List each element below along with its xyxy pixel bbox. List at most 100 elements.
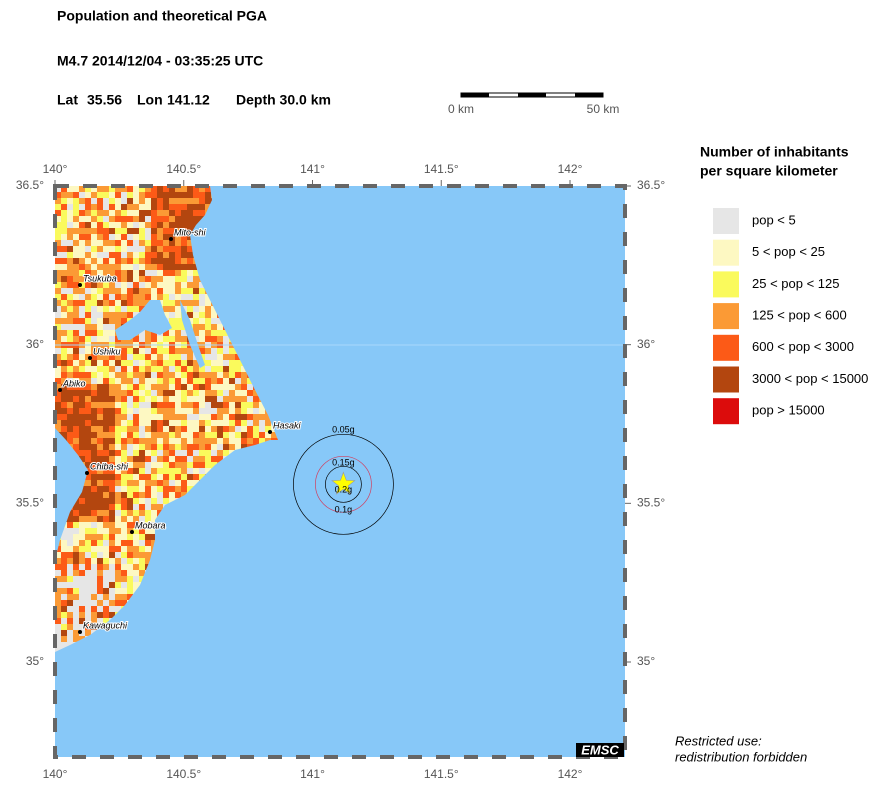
pop-cell: [91, 486, 97, 492]
pop-cell: [85, 324, 91, 330]
lat-tick-label: 35.5°: [637, 496, 665, 510]
pop-cell: [115, 552, 121, 558]
pop-cell: [109, 252, 115, 258]
pop-cell: [205, 402, 211, 408]
pop-cell: [115, 384, 121, 390]
pop-cell: [73, 618, 79, 624]
pop-cell: [103, 582, 109, 588]
pop-cell: [121, 528, 127, 534]
pop-cell: [67, 282, 73, 288]
pop-cell: [127, 276, 133, 282]
pop-cell: [61, 204, 67, 210]
pop-cell: [205, 462, 211, 468]
pop-cell: [103, 426, 109, 432]
pop-cell: [127, 204, 133, 210]
pop-cell: [133, 204, 139, 210]
pop-cell: [211, 336, 217, 342]
pop-cell: [103, 372, 109, 378]
pop-cell: [265, 414, 271, 420]
pop-cell: [133, 234, 139, 240]
pop-cell: [103, 228, 109, 234]
pop-cell: [175, 210, 181, 216]
pop-cell: [193, 366, 199, 372]
pop-cell: [181, 414, 187, 420]
city-label: Kawaguchi: [83, 620, 128, 630]
pop-cell: [115, 216, 121, 222]
pop-cell: [61, 210, 67, 216]
pop-cell: [241, 396, 247, 402]
pop-cell: [91, 258, 97, 264]
pop-cell: [79, 402, 85, 408]
pop-cell: [133, 276, 139, 282]
pop-cell: [157, 246, 163, 252]
pop-cell: [223, 354, 229, 360]
pop-cell: [127, 378, 133, 384]
legend-swatch: [713, 334, 739, 361]
pop-cell: [61, 348, 67, 354]
pop-cell: [187, 360, 193, 366]
pop-cell: [91, 546, 97, 552]
pop-cell: [91, 222, 97, 228]
pop-cell: [145, 486, 151, 492]
pop-cell: [103, 552, 109, 558]
pop-cell: [139, 546, 145, 552]
pop-cell: [139, 264, 145, 270]
legend-label: pop < 5: [752, 212, 796, 227]
pop-cell: [85, 252, 91, 258]
pop-cell: [133, 228, 139, 234]
pop-cell: [67, 558, 73, 564]
pop-cell: [157, 402, 163, 408]
pop-cell: [169, 378, 175, 384]
pop-cell: [169, 228, 175, 234]
pop-cell: [187, 414, 193, 420]
pop-cell: [73, 582, 79, 588]
pop-cell: [265, 420, 271, 426]
pop-cell: [163, 420, 169, 426]
pop-cell: [79, 576, 85, 582]
pop-cell: [235, 402, 241, 408]
pop-cell: [127, 348, 133, 354]
pop-cell: [97, 408, 103, 414]
pop-cell: [205, 354, 211, 360]
pop-cell: [127, 228, 133, 234]
pop-cell: [241, 414, 247, 420]
pop-cell: [67, 258, 73, 264]
pop-cell: [109, 498, 115, 504]
lon-tick-label: 142°: [558, 767, 583, 781]
pop-cell: [127, 360, 133, 366]
pop-cell: [61, 642, 67, 648]
pop-cell: [253, 420, 259, 426]
lon-tick-label: 140.5°: [166, 767, 201, 781]
pop-cell: [73, 324, 79, 330]
pop-cell: [127, 588, 133, 594]
pop-cell: [223, 402, 229, 408]
pop-cell: [115, 468, 121, 474]
pop-cell: [109, 240, 115, 246]
pop-cell: [169, 432, 175, 438]
pop-cell: [169, 462, 175, 468]
pop-cell: [133, 348, 139, 354]
pop-cell: [151, 480, 157, 486]
pop-cell: [181, 444, 187, 450]
pop-cell: [61, 372, 67, 378]
pop-cell: [97, 210, 103, 216]
lon-tick-label: 140.5°: [166, 162, 201, 176]
pop-cell: [205, 390, 211, 396]
pop-cell: [145, 378, 151, 384]
pop-cell: [163, 492, 169, 498]
pop-cell: [139, 438, 145, 444]
pop-cell: [151, 420, 157, 426]
pop-cell: [139, 330, 145, 336]
pop-cell: [199, 420, 205, 426]
lake: [115, 300, 172, 340]
pop-cell: [73, 186, 79, 192]
pop-cell: [229, 396, 235, 402]
pop-cell: [211, 348, 217, 354]
pop-cell: [175, 384, 181, 390]
pop-cell: [67, 192, 73, 198]
pop-cell: [73, 594, 79, 600]
pop-cell: [67, 516, 73, 522]
pop-cell: [217, 438, 223, 444]
pop-cell: [97, 354, 103, 360]
pop-cell: [115, 504, 121, 510]
